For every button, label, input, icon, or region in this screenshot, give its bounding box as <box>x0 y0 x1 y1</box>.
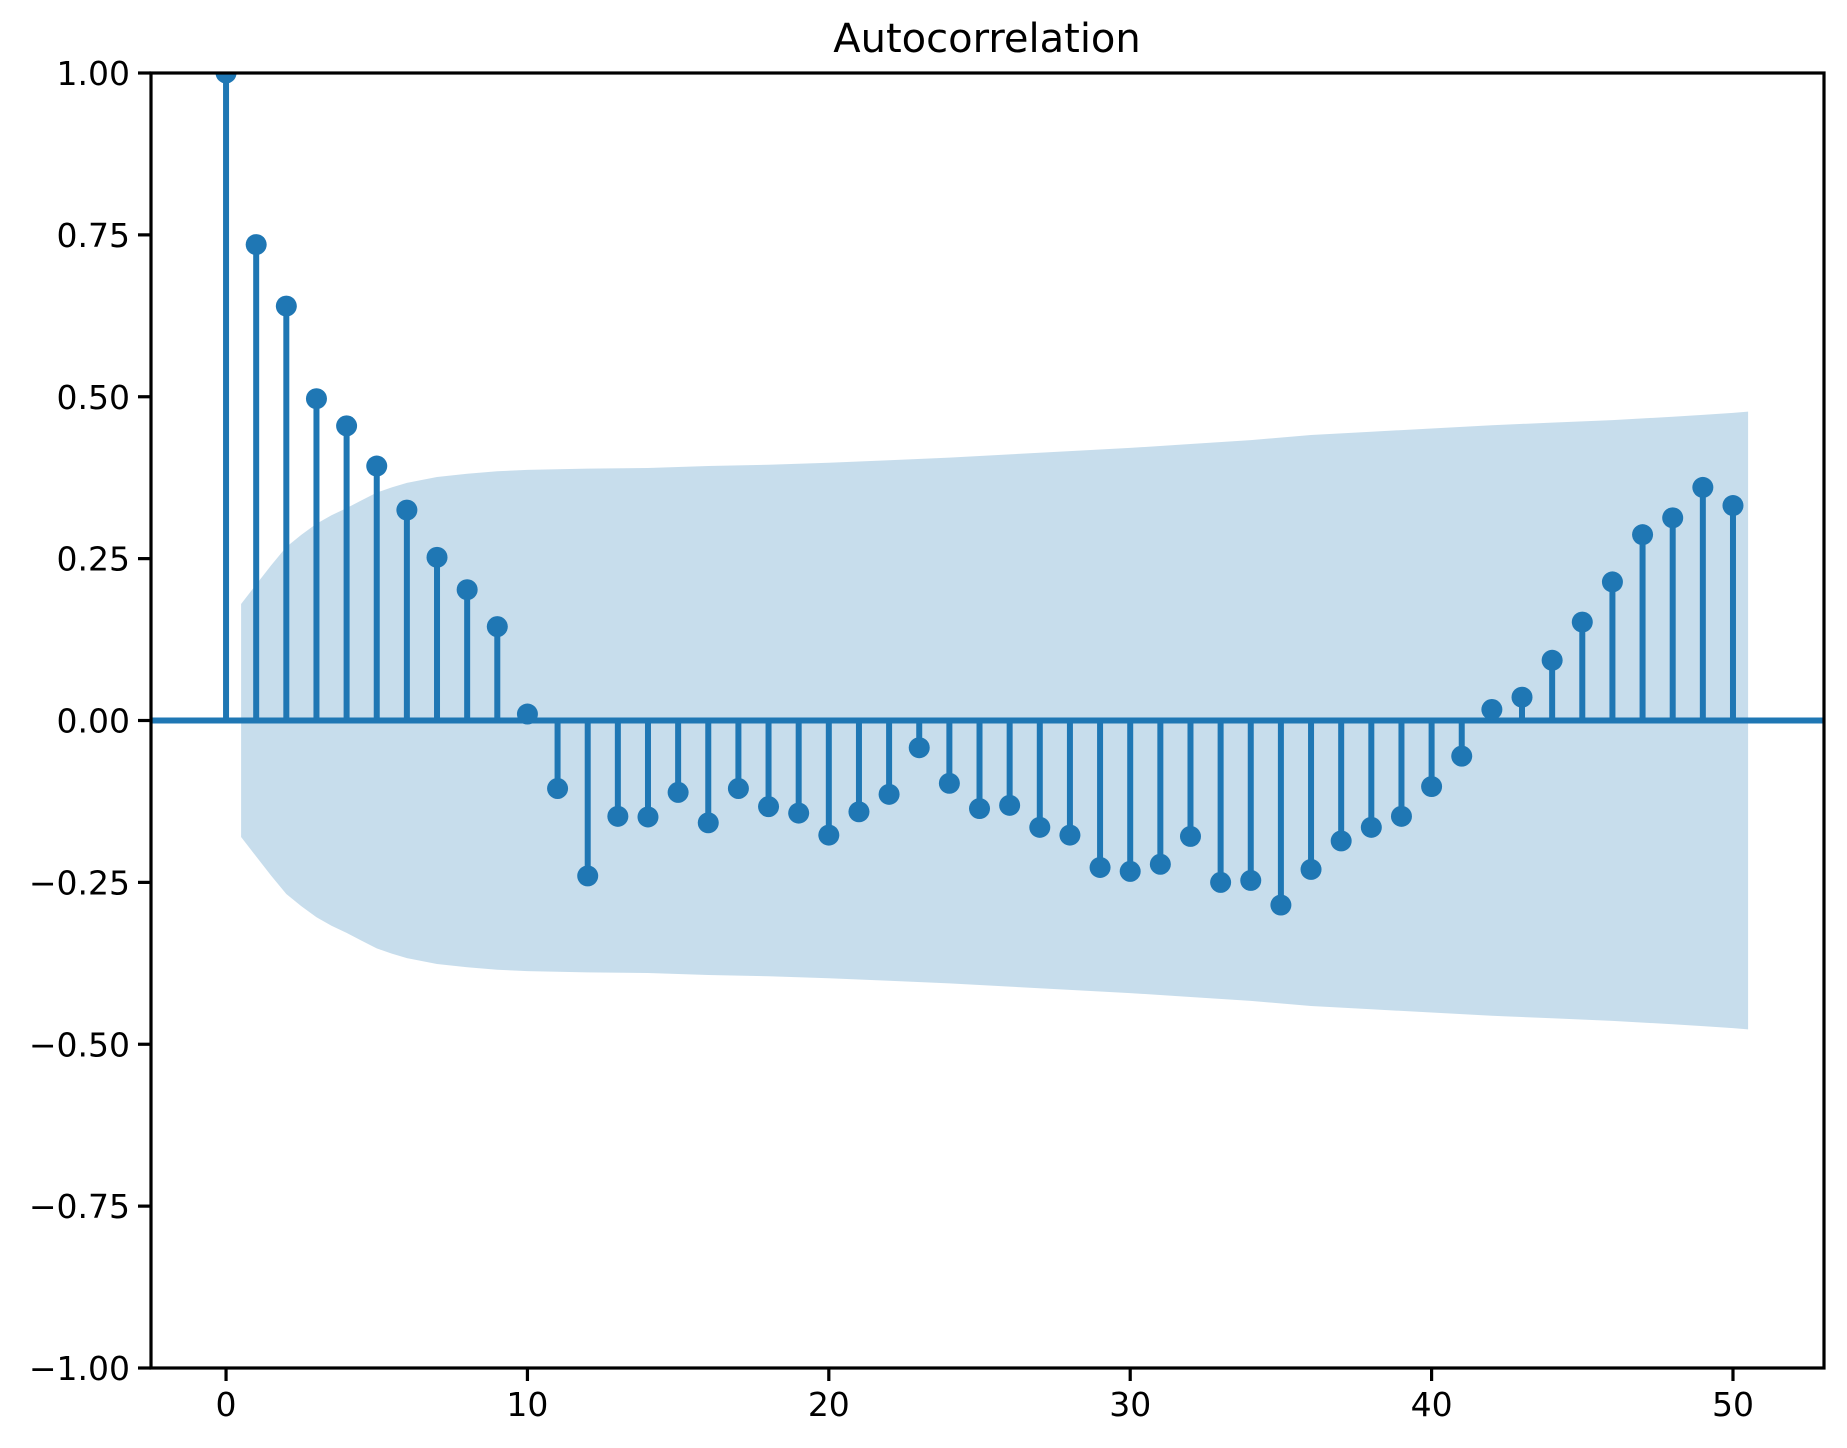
acf-marker <box>1119 860 1141 882</box>
x-tick-label: 0 <box>216 1385 237 1424</box>
acf-marker <box>818 824 840 846</box>
x-tick-label: 20 <box>808 1385 850 1424</box>
acf-marker <box>215 73 237 84</box>
acf-marker <box>878 783 900 805</box>
acf-marker <box>547 777 569 799</box>
acf-marker <box>758 796 780 818</box>
acf-marker <box>1481 698 1503 720</box>
acf-marker <box>667 781 689 803</box>
acf-marker <box>1390 805 1412 827</box>
acf-marker <box>607 805 629 827</box>
acf-marker <box>1059 824 1081 846</box>
acf-marker <box>999 794 1021 816</box>
acf-marker <box>1360 816 1382 838</box>
acf-marker <box>1330 830 1352 852</box>
axes-layer <box>138 71 1826 1381</box>
y-tick-label: 0.25 <box>57 540 130 579</box>
acf-marker <box>366 455 388 477</box>
y-tick-label: 0.00 <box>57 702 130 741</box>
chart-title: Autocorrelation <box>833 16 1141 62</box>
acf-marker <box>1179 825 1201 847</box>
y-tick-label: 1.00 <box>57 54 130 93</box>
acf-marker <box>1210 871 1232 893</box>
acf-marker <box>1451 745 1473 767</box>
acf-marker <box>577 865 599 887</box>
acf-marker <box>1541 649 1563 671</box>
acf-marker <box>848 801 870 823</box>
acf-marker <box>426 546 448 568</box>
acf-marker <box>1601 571 1623 593</box>
acf-marker <box>697 812 719 834</box>
acf-marker <box>396 499 418 521</box>
acf-marker <box>1029 816 1051 838</box>
y-tick-label: −0.50 <box>29 1025 130 1064</box>
acf-marker <box>908 737 930 759</box>
acf-marker <box>727 777 749 799</box>
acf-marker <box>1240 869 1262 891</box>
acf-marker <box>275 295 297 317</box>
acf-marker <box>1692 476 1714 498</box>
acf-marker <box>1149 853 1171 875</box>
y-tick-label: −0.75 <box>29 1187 130 1226</box>
acf-marker <box>516 703 538 725</box>
acf-marker <box>637 806 659 828</box>
acf-marker <box>1571 611 1593 633</box>
acf-marker <box>456 579 478 601</box>
acf-marker <box>788 802 810 824</box>
acf-marker <box>969 798 991 820</box>
acf-marker <box>336 415 358 437</box>
acf-marker <box>938 772 960 794</box>
acf-marker <box>1662 507 1684 529</box>
y-tick-label: 0.75 <box>57 216 130 255</box>
acf-marker <box>1632 524 1654 546</box>
y-tick-label: 0.50 <box>57 378 130 417</box>
acf-marker <box>1722 495 1744 517</box>
y-tick-label: −1.00 <box>29 1349 130 1388</box>
acf-marker <box>1089 856 1111 878</box>
acf-marker <box>1300 858 1322 880</box>
acf-marker <box>305 388 327 410</box>
x-tick-label: 10 <box>506 1385 548 1424</box>
acf-marker <box>1421 776 1443 798</box>
acf-marker <box>1270 894 1292 916</box>
acf-marker <box>1511 686 1533 708</box>
x-tick-label: 40 <box>1411 1385 1453 1424</box>
y-tick-label: −0.25 <box>29 863 130 902</box>
stem-layer <box>151 73 1824 916</box>
acf-marker <box>486 616 508 638</box>
acf-marker <box>245 234 267 256</box>
x-tick-label: 50 <box>1712 1385 1754 1424</box>
x-tick-label: 30 <box>1109 1385 1151 1424</box>
tick-label-layer: 0 10 20 30 40 50 1.00 0.75 0.50 0.25 0.00 −0.25 −0.5… <box>29 54 1754 1424</box>
